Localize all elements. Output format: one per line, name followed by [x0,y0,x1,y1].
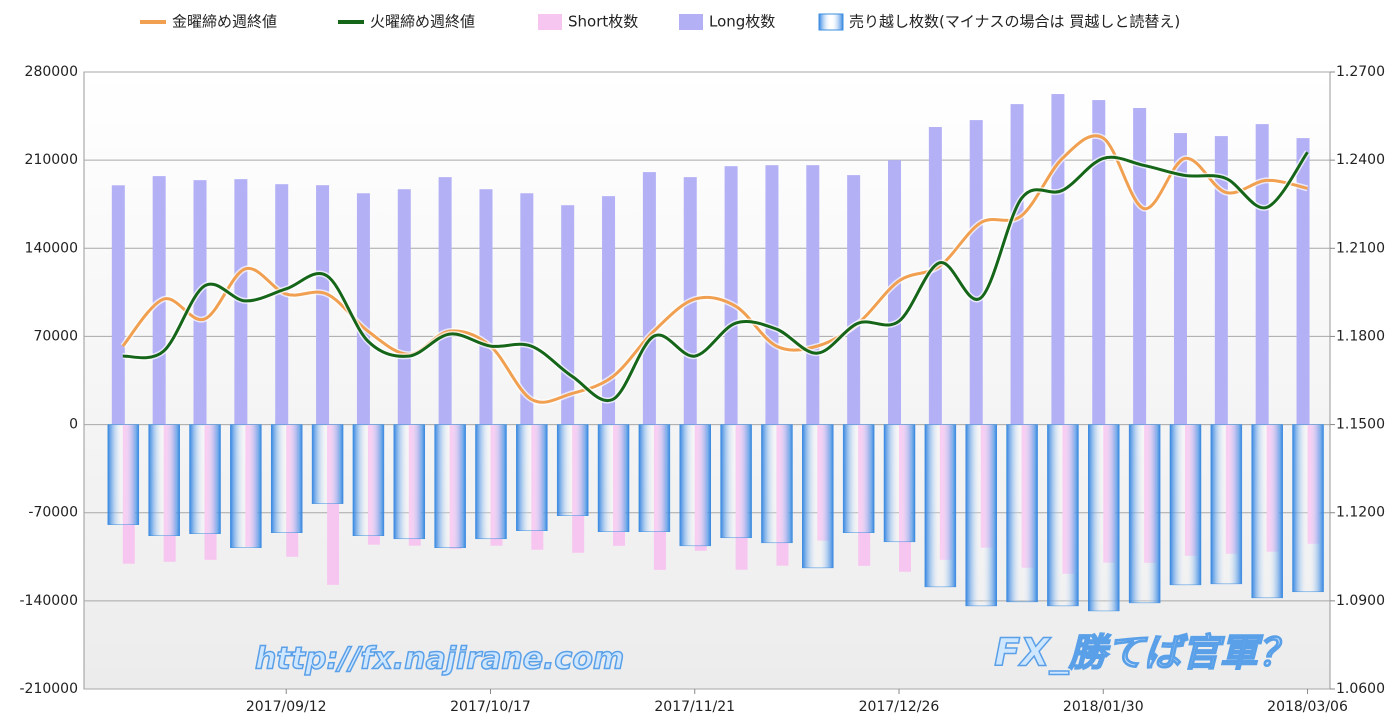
y2-tick-label: 1.2400 [1336,152,1385,168]
legend-swatch [679,14,703,30]
bar [397,189,411,425]
bar [1088,424,1120,612]
bar [802,424,834,569]
bar [806,165,820,425]
y2-tick-label: 1.0600 [1336,681,1385,697]
y2-tick-label: 1.0900 [1336,593,1385,609]
bar [679,424,711,547]
legend-label: 売り越し枚数(マイナスの場合は 買越しと読替え) [849,13,1180,31]
lines [120,132,1311,406]
x-tick-label: 2018/03/06 [1267,699,1348,715]
bar [516,424,548,531]
bar [597,424,630,532]
bar [928,127,942,425]
bar [1006,424,1038,603]
bar [602,196,616,425]
bar [1128,424,1161,604]
bar [765,165,779,425]
bar [148,424,180,537]
bar [311,424,344,504]
bar [642,172,656,425]
y-tick-label: 210000 [25,152,78,168]
bar [965,424,997,607]
bar [352,424,385,537]
y-tick-label: 70000 [33,328,78,344]
bar [479,189,493,425]
bar [316,185,330,425]
bar [189,424,221,534]
y2-tick-label: 1.1500 [1336,417,1385,433]
bar [275,184,289,425]
bar [475,424,507,540]
legend-label: Short枚数 [568,13,638,31]
bar [1173,133,1187,425]
legend-swatch [818,13,844,31]
bar [111,185,125,425]
bars [107,94,1324,612]
legend-swatch [538,14,562,30]
bar [107,424,140,525]
bar [842,424,875,533]
bar [193,180,207,425]
y-tick-label: -70000 [28,505,78,521]
legend-label: Long枚数 [709,13,775,31]
x-tick-label: 2017/09/12 [246,699,327,715]
bar [270,424,303,533]
y-tick-label: -210000 [20,681,79,697]
y-tick-label: 0 [69,417,78,433]
y2-tick-label: 1.1200 [1336,505,1385,521]
x-tick-label: 2018/01/30 [1063,699,1144,715]
bar [638,424,671,532]
bar [438,177,452,425]
y2-tick-label: 1.1800 [1336,328,1385,344]
legend: 金曜締め週終値 火曜締め週終値 Short枚数 Long枚数 売り越し枚数(マイナスの場… [140,13,1180,31]
bar [434,424,466,548]
bar [1051,94,1065,425]
bar [1092,100,1106,425]
x-tick-label: 2017/10/17 [450,699,531,715]
y2-tick-label: 1.2700 [1336,64,1385,80]
bar [1214,136,1228,425]
bar [1296,138,1310,425]
bar [1010,104,1024,425]
bar [720,424,752,539]
x-tick-label: 2017/12/26 [859,699,940,715]
bar [356,193,370,425]
line [122,151,1309,403]
bar [1255,124,1269,425]
legend-label: 金曜締め週終値 [172,13,277,31]
y-tick-label: 280000 [25,64,78,80]
bar [520,193,534,425]
bar [888,160,902,425]
bar [393,424,426,540]
legend-label: 火曜締め週終値 [370,13,475,31]
bar [1047,424,1079,607]
watermark: http://fx.najirane.com [255,642,624,677]
line [121,134,1308,404]
bar [1210,424,1243,585]
y-tick-label: -140000 [20,593,79,609]
bar [230,424,262,548]
watermark: FX_勝てば官軍？ [994,631,1296,675]
bar [556,424,589,516]
bar [924,424,957,588]
y-tick-label: 140000 [25,240,78,256]
bar [724,166,738,425]
bar [1133,108,1147,425]
bar [1169,424,1202,586]
bar [883,424,916,543]
bar [761,424,793,544]
y2-tick-label: 1.2100 [1336,240,1385,256]
bar [1292,424,1324,593]
bar [847,175,861,425]
x-tick-label: 2017/11/21 [654,699,735,715]
bar [969,120,983,425]
bar [1251,424,1283,599]
